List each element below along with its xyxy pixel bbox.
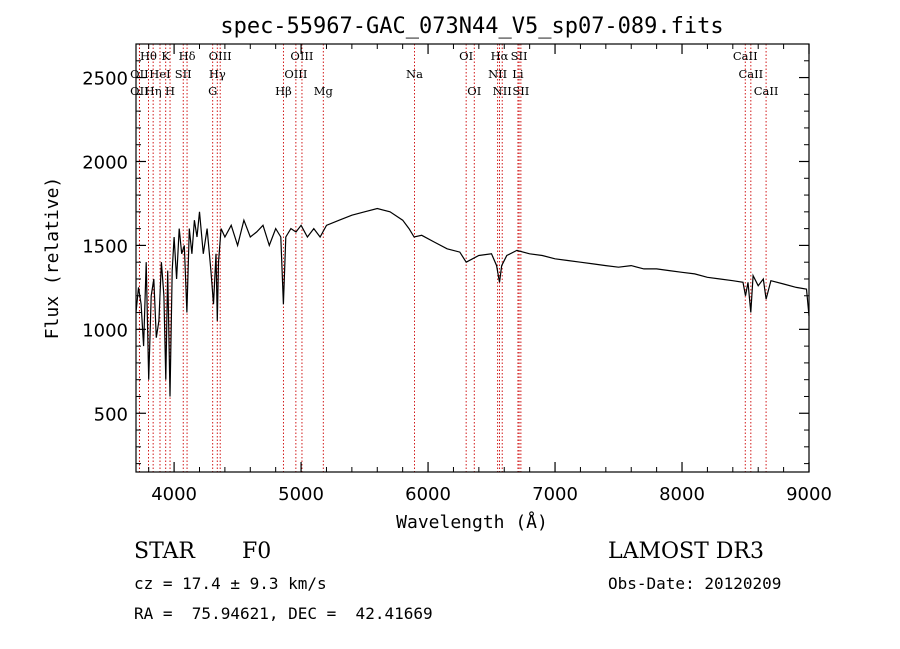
line-label-6: SII	[175, 67, 192, 81]
y-axis-label: Flux (relative)	[42, 177, 63, 340]
spectrum-series-line	[135, 207, 810, 397]
line-label-8: Hδ	[179, 49, 196, 63]
line-label-7: H	[165, 84, 175, 98]
x-tick-label-5000: 5000	[278, 484, 324, 505]
line-label-0: Hθ	[140, 49, 157, 63]
line-label-9: OIII	[209, 49, 232, 63]
line-label-26: CaII	[738, 67, 763, 81]
line-label-24: SII	[512, 84, 529, 98]
x-tick-label-9000: 9000	[786, 484, 832, 505]
line-label-19: Hα	[491, 49, 509, 63]
axis-ticks: 4000 5000 6000 7000 8000 9000 500 1000 1500 2000 2…	[82, 44, 832, 505]
line-label-4: HeI	[149, 67, 170, 81]
line-label-1: OII	[130, 67, 149, 81]
line-label-16: Na	[406, 67, 423, 81]
line-label-10: Hγ	[209, 67, 226, 81]
line-label-13: OIII	[290, 49, 313, 63]
x-tick-label-8000: 8000	[659, 484, 705, 505]
line-label-21: NII	[493, 84, 512, 98]
line-label-5: K	[161, 49, 170, 63]
line-label-14: OIII	[284, 67, 307, 81]
chart-title: spec-55967-GAC_073N44_V5_sp07-089.fits	[220, 14, 723, 39]
object-class: STAR	[134, 539, 195, 564]
line-label-2: OII	[130, 84, 149, 98]
object-subclass: F0	[242, 539, 272, 564]
line-label-11: G	[208, 84, 217, 98]
y-tick-label-2000: 2000	[82, 152, 128, 173]
line-label-18: OI	[467, 84, 481, 98]
survey-name: LAMOST DR3	[608, 539, 764, 564]
line-label-12: Hβ	[275, 84, 292, 98]
plot-frame	[135, 43, 810, 473]
spectral-line-markers	[138, 44, 767, 472]
observation-date: Obs-Date: 20120209	[608, 574, 782, 593]
x-axis-label: Wavelength (Å)	[396, 511, 548, 533]
line-label-23: Li	[512, 67, 524, 81]
y-tick-label-500: 500	[94, 404, 128, 425]
line-label-15: Mg	[314, 84, 334, 98]
coordinates: RA = 75.94621, DEC = 42.41669	[134, 604, 433, 623]
x-tick-label-7000: 7000	[532, 484, 578, 505]
line-label-25: CaII	[733, 49, 758, 63]
y-tick-label-1000: 1000	[82, 320, 128, 341]
x-tick-label-4000: 4000	[151, 484, 197, 505]
redshift-value: cz = 17.4 ± 9.3 km/s	[134, 574, 327, 593]
line-label-22: SII	[511, 49, 528, 63]
y-tick-label-2500: 2500	[82, 69, 128, 90]
line-label-17: OI	[459, 49, 473, 63]
line-label-27: CaII	[754, 84, 779, 98]
x-tick-label-6000: 6000	[405, 484, 451, 505]
line-label-20: NII	[488, 67, 507, 81]
line-label-3: Hη	[145, 84, 162, 98]
y-tick-label-1500: 1500	[82, 236, 128, 257]
